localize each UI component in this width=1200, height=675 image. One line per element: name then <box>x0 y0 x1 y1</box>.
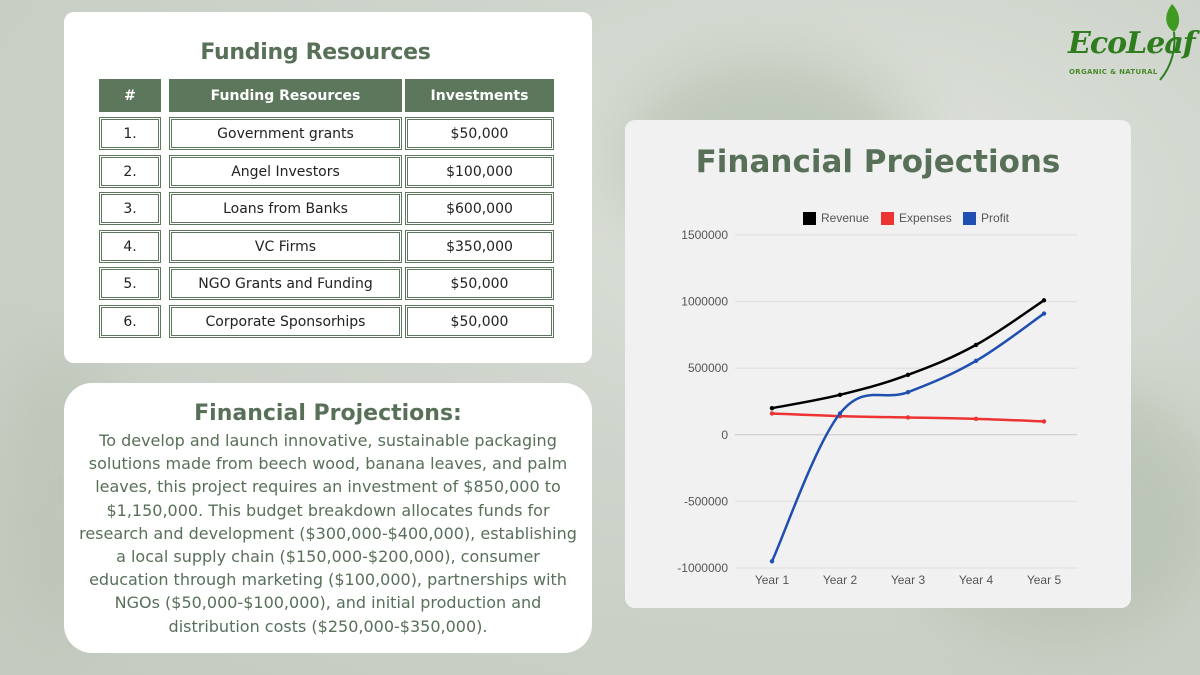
row-index: 4. <box>99 230 161 263</box>
row-investment: $50,000 <box>405 305 554 338</box>
chart-title: Financial Projections <box>695 144 1061 180</box>
projections-text-card: Financial Projections: To develop and la… <box>64 383 592 653</box>
y-tick-label: 1500000 <box>681 228 728 242</box>
row-source: Angel Investors <box>169 155 402 188</box>
profit-point <box>905 389 911 395</box>
y-tick-label: -1000000 <box>677 561 728 575</box>
profit-point <box>837 411 843 416</box>
y-tick-label: 0 <box>721 428 728 442</box>
profit-legend-swatch <box>963 212 976 225</box>
row-index: 6. <box>99 305 161 338</box>
leaf-icon <box>1159 4 1180 81</box>
row-source: NGO Grants and Funding <box>169 267 402 300</box>
expenses-point <box>1041 419 1047 424</box>
expenses-point <box>769 411 775 416</box>
chart-card: Financial Projections 1500000 1000000 5000… <box>625 120 1131 608</box>
revenue-legend-label: Revenue <box>821 211 869 225</box>
profit-point <box>1041 311 1047 316</box>
row-investment: $100,000 <box>405 155 554 188</box>
profit-legend-label: Profit <box>981 211 1010 225</box>
x-tick-label: Year 3 <box>891 573 926 587</box>
profit-point <box>769 559 775 564</box>
y-tick-label: 1000000 <box>681 295 728 309</box>
projections-text-body: To develop and launch innovative, sustai… <box>79 431 577 636</box>
revenue-legend-swatch <box>803 212 816 225</box>
revenue-point <box>973 342 979 348</box>
header-index: # <box>99 79 161 112</box>
expenses-legend-swatch <box>881 212 894 225</box>
row-source: Government grants <box>169 117 402 150</box>
row-investment: $350,000 <box>405 230 554 263</box>
x-tick-label: Year 2 <box>823 573 858 587</box>
funding-title: Funding Resources <box>200 40 431 65</box>
x-tick-label: Year 1 <box>755 573 790 587</box>
row-index: 2. <box>99 155 161 188</box>
projections-text-title: Financial Projections: <box>194 401 462 426</box>
row-source: Loans from Banks <box>169 192 402 225</box>
expenses-point <box>905 415 911 420</box>
header-funding-resources: Funding Resources <box>169 79 402 112</box>
revenue-point <box>837 392 843 398</box>
funding-card: Funding Resources # Funding Resources Inve… <box>64 12 592 363</box>
logo-wordmark: EcoLeaf <box>1068 26 1196 61</box>
profit-point <box>973 358 979 364</box>
line-chart: 1500000 1000000 500000 0 -500000 -1000000 Year… <box>677 211 1077 587</box>
x-tick-label: Year 5 <box>1027 573 1062 587</box>
profit-line <box>770 312 1045 562</box>
row-index: 1. <box>99 117 161 150</box>
ecoleaf-logo: EcoLeaf ORGANIC & NATURAL <box>1060 0 1200 90</box>
row-source: Corporate Sponsorhips <box>169 305 402 338</box>
row-index: 5. <box>99 267 161 300</box>
row-investment: $600,000 <box>405 192 554 225</box>
row-source: VC Firms <box>169 230 402 263</box>
y-tick-label: -500000 <box>684 494 728 508</box>
row-investment: $50,000 <box>405 117 554 150</box>
expenses-point <box>973 416 979 422</box>
row-investment: $50,000 <box>405 267 554 300</box>
y-tick-label: 500000 <box>688 361 728 375</box>
x-tick-label: Year 4 <box>959 573 994 587</box>
row-index: 3. <box>99 192 161 225</box>
expenses-legend-label: Expenses <box>899 211 952 225</box>
revenue-point <box>905 372 911 378</box>
revenue-point <box>769 405 775 411</box>
logo-tagline: ORGANIC & NATURAL <box>1069 68 1158 76</box>
header-investments: Investments <box>405 79 554 112</box>
revenue-point <box>1041 298 1047 303</box>
